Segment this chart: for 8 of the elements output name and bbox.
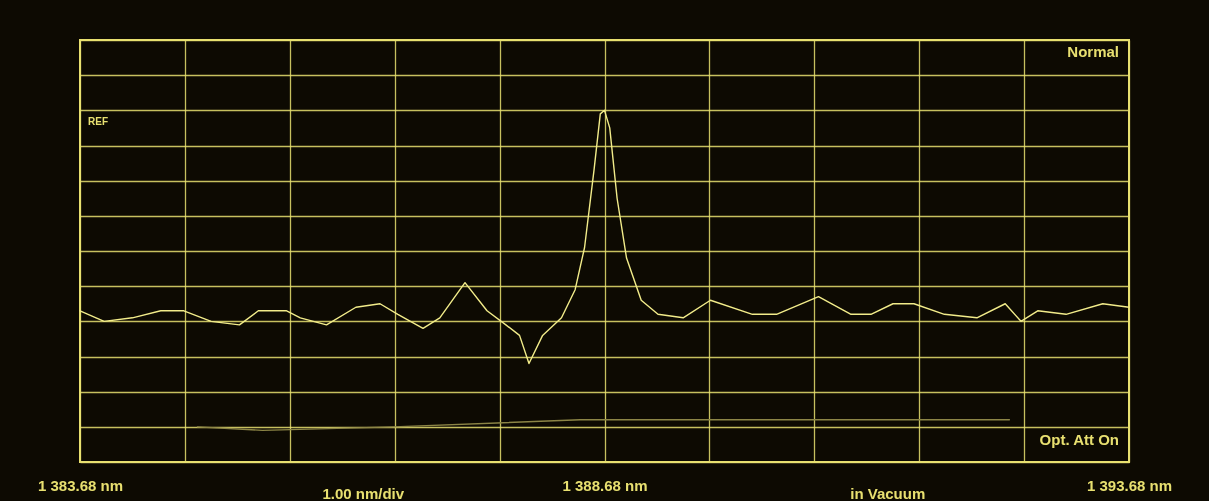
annotation: REF (88, 116, 108, 127)
annotation: Opt. Att On (1039, 431, 1119, 448)
text: in Vacuum (850, 485, 926, 501)
x-tick-label: 1 393.68 nm (1086, 476, 1173, 494)
text: 1.00 nm/div (322, 485, 405, 501)
text: Normal (1067, 43, 1119, 60)
x-tick-label: 1 388.68 nm (562, 476, 648, 494)
x-tick-label: 1 383.68 nm (37, 476, 124, 494)
